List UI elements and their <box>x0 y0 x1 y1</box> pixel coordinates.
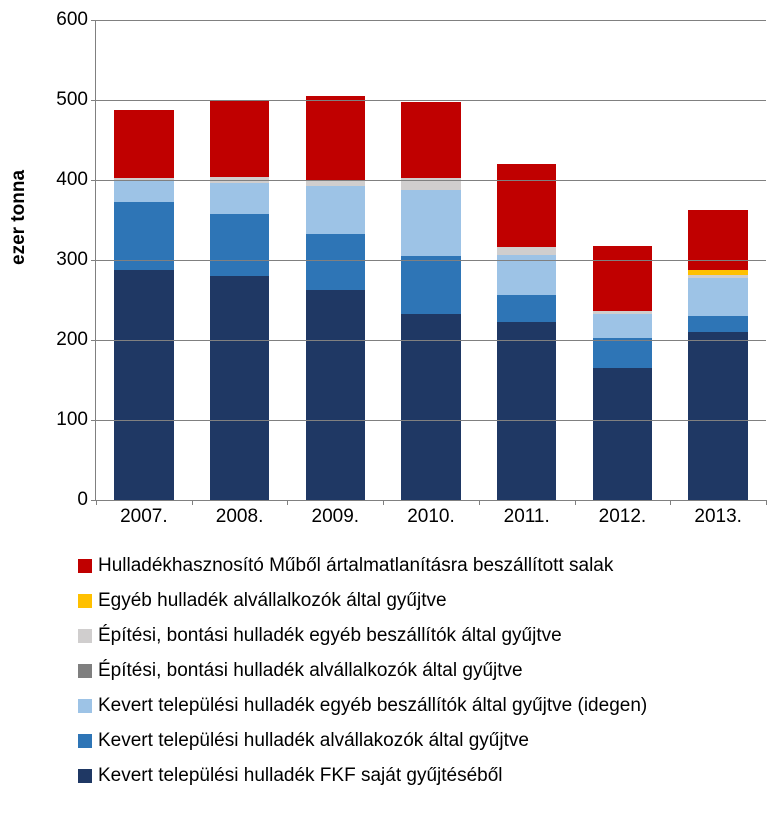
x-tick-mark <box>479 500 480 505</box>
legend-swatch <box>78 629 92 643</box>
legend-item: Építési, bontási hulladék egyéb beszállí… <box>78 625 758 647</box>
gridline <box>96 340 766 341</box>
chart-container: ezer tonna 2007.2008.2009.2010.2011.2012… <box>0 0 783 818</box>
x-tick-mark <box>383 500 384 505</box>
y-tick-label: 300 <box>56 249 88 271</box>
x-tick-label: 2008. <box>192 506 288 528</box>
x-tick-mark <box>192 500 193 505</box>
y-tick-label: 500 <box>56 89 88 111</box>
bar-segment <box>114 110 173 178</box>
bar-segment <box>497 295 556 321</box>
legend-label: Kevert települési hulladék FKF saját gyű… <box>98 765 503 787</box>
bar-segment <box>401 190 460 256</box>
bar-segment <box>401 256 460 314</box>
plot-area: 2007.2008.2009.2010.2011.2012.2013. 0100… <box>95 20 766 501</box>
gridline <box>96 260 766 261</box>
legend-label: Kevert települési hulladék egyéb beszáll… <box>98 695 647 717</box>
legend-item: Építési, bontási hulladék alvállalkozók … <box>78 660 758 682</box>
y-tick-mark <box>91 340 96 341</box>
x-tick-label: 2007. <box>96 506 192 528</box>
legend-item: Hulladékhasznosító Műből ártalmatlanítás… <box>78 555 758 577</box>
x-tick-mark <box>575 500 576 505</box>
bar-segment <box>306 290 365 500</box>
bar-segment <box>306 186 365 234</box>
y-tick-mark <box>91 420 96 421</box>
bar-segment <box>401 102 460 178</box>
x-tick-label: 2010. <box>383 506 479 528</box>
bar-segment <box>210 214 269 276</box>
bar-segment <box>497 255 556 295</box>
bar-segment <box>593 314 652 338</box>
gridline <box>96 420 766 421</box>
x-tick-mark <box>287 500 288 505</box>
bar-segment <box>688 316 747 332</box>
legend: Hulladékhasznosító Műből ártalmatlanítás… <box>78 555 758 800</box>
bar-segment <box>593 368 652 500</box>
bar-segment <box>210 101 269 177</box>
bar-segment <box>688 275 747 277</box>
legend-swatch <box>78 734 92 748</box>
bar-segment <box>306 96 365 180</box>
y-tick-label: 100 <box>56 409 88 431</box>
y-tick-mark <box>91 180 96 181</box>
legend-swatch <box>78 559 92 573</box>
legend-label: Kevert települési hulladék alvállakozók … <box>98 730 529 752</box>
bar-segment <box>497 164 556 247</box>
legend-label: Építési, bontási hulladék alvállalkozók … <box>98 660 523 682</box>
gridline <box>96 100 766 101</box>
y-tick-mark <box>91 100 96 101</box>
x-tick-mark <box>670 500 671 505</box>
bar-segment <box>114 181 173 202</box>
y-tick-mark <box>91 260 96 261</box>
x-tick-label: 2011. <box>479 506 575 528</box>
gridline <box>96 20 766 21</box>
bar-segment <box>497 322 556 500</box>
legend-swatch <box>78 594 92 608</box>
y-tick-label: 0 <box>77 489 88 511</box>
bar-segment <box>306 234 365 290</box>
y-tick-label: 600 <box>56 9 88 31</box>
x-tick-mark <box>96 500 97 505</box>
x-tick-mark <box>766 500 767 505</box>
x-tick-label: 2012. <box>575 506 671 528</box>
y-tick-mark <box>91 20 96 21</box>
y-tick-label: 200 <box>56 329 88 351</box>
legend-swatch <box>78 769 92 783</box>
bar-segment <box>593 311 652 313</box>
bar-segment <box>688 278 747 316</box>
y-axis-title: ezer tonna <box>8 170 30 265</box>
bar-segment <box>688 270 747 275</box>
y-tick-label: 400 <box>56 169 88 191</box>
x-tick-label: 2009. <box>287 506 383 528</box>
legend-item: Kevert települési hulladék FKF saját gyű… <box>78 765 758 787</box>
bar-segment <box>688 210 747 270</box>
legend-label: Egyéb hulladék alvállalkozók által gyűjt… <box>98 590 447 612</box>
bar-segment <box>593 246 652 312</box>
bar-segment <box>401 314 460 500</box>
bar-segment <box>497 247 556 255</box>
legend-item: Egyéb hulladék alvállalkozók által gyűjt… <box>78 590 758 612</box>
bar-segment <box>114 270 173 500</box>
x-tick-label: 2013. <box>670 506 766 528</box>
bar-segment <box>210 183 269 213</box>
legend-item: Kevert települési hulladék alvállakozók … <box>78 730 758 752</box>
gridline <box>96 180 766 181</box>
legend-swatch <box>78 699 92 713</box>
legend-label: Építési, bontási hulladék egyéb beszállí… <box>98 625 562 647</box>
bar-segment <box>593 338 652 368</box>
bar-segment <box>210 276 269 500</box>
legend-label: Hulladékhasznosító Műből ártalmatlanítás… <box>98 555 613 577</box>
legend-swatch <box>78 664 92 678</box>
legend-item: Kevert települési hulladék egyéb beszáll… <box>78 695 758 717</box>
bar-segment <box>688 332 747 500</box>
